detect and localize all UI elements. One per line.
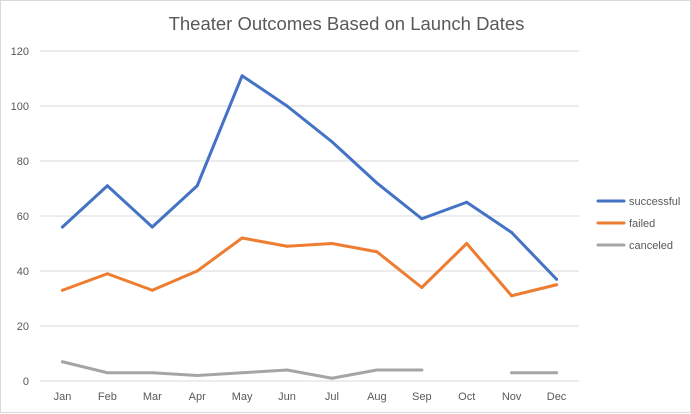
series-failed bbox=[60, 236, 559, 298]
y-tick-label: 60 bbox=[17, 211, 29, 223]
legend-label: successful bbox=[629, 196, 680, 208]
x-axis-ticks: Jan Feb Mar Apr May Jun Jul Aug Sep Oct Nov Dec bbox=[54, 391, 567, 403]
data-point bbox=[60, 288, 64, 292]
legend-label: failed bbox=[629, 218, 655, 230]
series-lines bbox=[60, 74, 559, 380]
series-canceled bbox=[60, 360, 559, 380]
x-tick-label: Sep bbox=[412, 391, 432, 403]
x-tick-label: Nov bbox=[502, 391, 522, 403]
chart-title: Theater Outcomes Based on Launch Dates bbox=[168, 13, 525, 34]
x-tick-label: Oct bbox=[458, 391, 475, 403]
data-point bbox=[465, 242, 469, 245]
data-point bbox=[285, 104, 289, 108]
data-point bbox=[420, 368, 424, 372]
data-point bbox=[240, 236, 244, 240]
y-tick-label: 20 bbox=[17, 321, 29, 333]
series-successful bbox=[60, 74, 559, 281]
data-point bbox=[555, 277, 559, 281]
data-point bbox=[510, 371, 514, 375]
data-point bbox=[330, 376, 334, 380]
legend: successful failed canceled bbox=[596, 196, 680, 252]
x-tick-label: Mar bbox=[143, 391, 162, 403]
y-tick-label: 0 bbox=[23, 376, 29, 388]
data-point bbox=[420, 286, 424, 289]
x-tick-label: Jul bbox=[325, 391, 339, 403]
data-point bbox=[330, 140, 334, 144]
data-point bbox=[375, 368, 379, 372]
y-tick-label: 120 bbox=[11, 46, 29, 58]
data-point bbox=[105, 184, 109, 188]
data-point bbox=[60, 360, 64, 364]
data-point bbox=[510, 231, 514, 234]
x-tick-label: Aug bbox=[367, 391, 387, 403]
legend-item-canceled: canceled bbox=[596, 240, 673, 252]
y-axis-ticks: 0 20 40 60 80 100 120 bbox=[11, 46, 29, 388]
x-tick-label: May bbox=[232, 391, 253, 403]
data-point bbox=[240, 371, 244, 375]
data-point bbox=[150, 371, 154, 375]
x-tick-label: Dec bbox=[547, 391, 567, 403]
data-point bbox=[285, 368, 289, 372]
data-point bbox=[420, 217, 424, 221]
data-point bbox=[510, 294, 514, 298]
data-point bbox=[195, 374, 199, 377]
data-point bbox=[150, 225, 154, 229]
data-point bbox=[240, 74, 244, 78]
x-tick-label: Feb bbox=[98, 391, 117, 403]
y-tick-label: 80 bbox=[17, 156, 29, 168]
data-point bbox=[375, 250, 379, 254]
data-point bbox=[330, 242, 334, 245]
series-line-failed bbox=[60, 236, 559, 298]
data-point bbox=[375, 181, 379, 185]
data-point bbox=[555, 371, 559, 375]
data-point bbox=[285, 244, 289, 248]
y-tick-label: 100 bbox=[11, 101, 29, 113]
x-tick-label: Apr bbox=[189, 391, 206, 403]
data-point bbox=[150, 288, 154, 292]
x-tick-label: Jan bbox=[54, 391, 72, 403]
data-point bbox=[555, 283, 559, 287]
data-point bbox=[105, 371, 109, 375]
legend-item-successful: successful bbox=[596, 196, 680, 208]
data-point bbox=[465, 200, 469, 204]
series-line-successful bbox=[60, 74, 559, 281]
series-line-canceled bbox=[60, 360, 559, 380]
data-point bbox=[60, 225, 64, 229]
y-tick-label: 40 bbox=[17, 266, 29, 278]
legend-label: canceled bbox=[629, 240, 673, 252]
data-point bbox=[195, 269, 199, 273]
data-point bbox=[105, 272, 109, 276]
gridlines bbox=[40, 50, 579, 382]
x-tick-label: Jun bbox=[278, 391, 296, 403]
data-point bbox=[195, 184, 199, 188]
legend-item-failed: failed bbox=[596, 218, 655, 230]
